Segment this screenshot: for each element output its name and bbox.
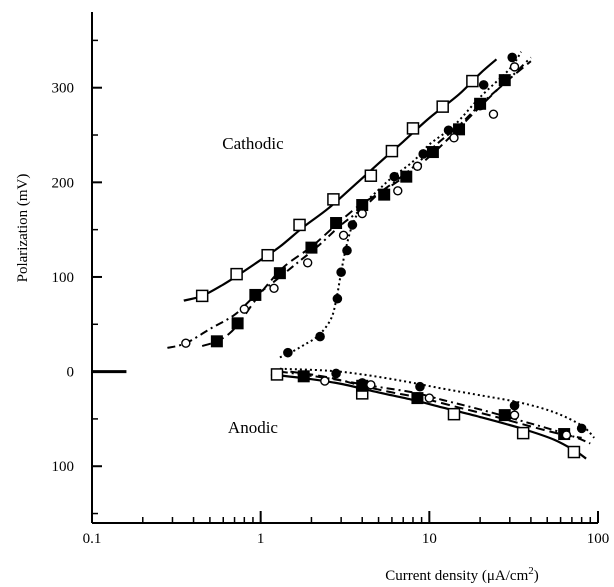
filled-circle-cathodic-curve: [279, 51, 522, 359]
filled-square-point: [297, 370, 310, 383]
filled-circle-point: [507, 52, 518, 63]
filled-square-point: [400, 170, 413, 183]
open-square-point: [385, 144, 399, 158]
axis-ticks: 0.1 1 10 100 100 0 100 200 300: [52, 39, 610, 547]
open-square-point: [270, 368, 284, 381]
series-markers: [181, 52, 587, 459]
filled-square-point: [498, 74, 511, 87]
open-square-point: [195, 289, 209, 303]
y-tick-label: 100: [52, 459, 75, 475]
filled-square-point: [453, 123, 466, 136]
open-square-cathodic-curve: [183, 58, 498, 302]
filled-circle-point: [283, 347, 293, 358]
open-circle-point: [269, 283, 279, 294]
filled-circle-point: [478, 80, 489, 90]
open-circle-point: [509, 410, 520, 420]
open-square-point: [567, 445, 581, 459]
filled-circle-point: [332, 293, 343, 304]
x-tick-label: 10: [422, 531, 437, 547]
x-tick-label: 0.1: [83, 531, 102, 547]
open-square-point: [406, 122, 420, 135]
open-circle-point: [239, 304, 250, 314]
filled-circle-point: [331, 368, 341, 379]
open-square-point: [230, 267, 243, 281]
filled-circle-point: [389, 171, 400, 182]
open-square-point: [261, 248, 274, 262]
open-circle-point: [424, 393, 435, 403]
filled-square-point: [378, 188, 391, 201]
x-axis-title-main: Current density (μA/cm: [385, 568, 528, 584]
filled-square-point: [411, 392, 424, 405]
open-circle-point: [393, 186, 403, 196]
anodic-label: Anodic: [228, 418, 279, 437]
plot-area: [91, 12, 598, 524]
x-axis-title: Current density (μA/cm2): [385, 565, 539, 584]
open-square-point: [327, 193, 340, 206]
filled-square-point: [273, 267, 286, 280]
filled-square-point: [231, 317, 244, 330]
filled-circle-point: [576, 423, 587, 434]
y-axis-title: Polarization (mV): [15, 174, 31, 283]
open-square-anodic-curve: [270, 373, 587, 460]
open-circle-point: [181, 338, 191, 348]
open-circle-point: [302, 258, 313, 268]
y-tick-label: 300: [52, 81, 75, 97]
open-circle-point: [449, 133, 459, 143]
filled-square-point: [498, 409, 511, 422]
open-circle-point: [561, 430, 572, 440]
y-tick-label: 200: [52, 175, 75, 191]
open-square-point: [466, 74, 479, 88]
filled-square-point: [210, 335, 223, 348]
series-curves: [167, 51, 595, 460]
x-axis-title-close: ): [534, 568, 539, 584]
filled-square-point: [330, 217, 343, 230]
filled-square-point: [249, 288, 262, 301]
y-tick-label: 100: [52, 270, 75, 286]
filled-circle-point: [418, 149, 429, 159]
filled-square-point: [426, 146, 439, 159]
x-axis-title-sup: 2: [528, 565, 534, 577]
filled-circle-point: [342, 245, 352, 256]
filled-circle-point: [347, 220, 358, 230]
annotations: Cathodic Anodic: [222, 134, 284, 437]
cathodic-label: Cathodic: [222, 134, 284, 153]
filled-circle-anodic-curve: [279, 367, 595, 439]
filled-circle-point: [357, 378, 368, 388]
open-square-point: [516, 426, 530, 440]
open-circle-point: [338, 230, 349, 241]
filled-circle-point: [509, 400, 520, 411]
open-circle-point: [509, 62, 520, 72]
x-tick-label: 100: [587, 531, 610, 547]
filled-square-point: [305, 241, 318, 254]
open-circle-point: [320, 376, 330, 386]
y-tick-label: 0: [67, 365, 75, 381]
open-circle-point: [488, 109, 499, 119]
filled-circle-point: [315, 331, 325, 342]
open-square-point: [293, 218, 306, 232]
x-tick-label: 1: [257, 531, 265, 547]
open-square-point: [436, 100, 449, 113]
filled-circle-point: [357, 201, 368, 211]
open-square-point: [447, 407, 461, 421]
open-square-point: [364, 169, 378, 182]
filled-circle-point: [443, 125, 454, 136]
open-circle-point: [412, 161, 423, 171]
filled-circle-point: [475, 100, 485, 111]
open-circle-point: [366, 380, 376, 390]
open-circle-cathodic-curve: [167, 56, 532, 349]
filled-circle-point: [336, 267, 346, 278]
filled-circle-point: [415, 381, 425, 392]
